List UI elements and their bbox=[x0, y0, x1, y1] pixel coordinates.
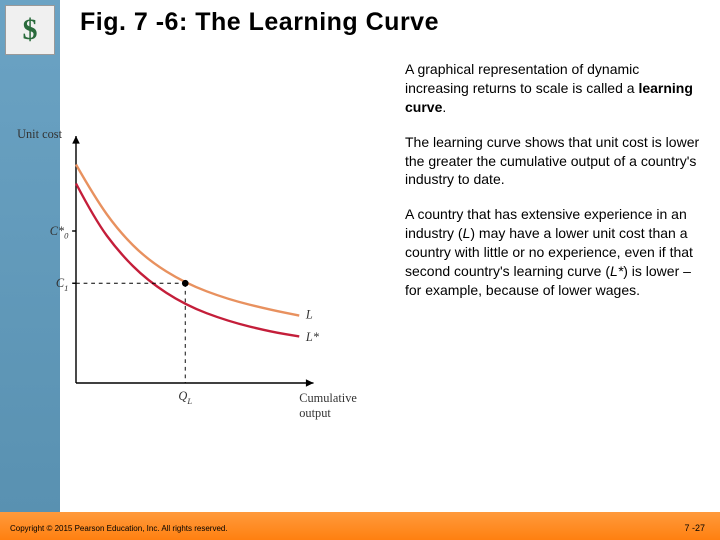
chart-svg: Unit cost Cumulativeoutput L L* C*0 C1 Q… bbox=[0, 60, 380, 440]
page-number: 7 -27 bbox=[684, 523, 705, 533]
svg-text:QL: QL bbox=[178, 389, 192, 406]
p3-d: L* bbox=[610, 263, 623, 279]
svg-text:C1: C1 bbox=[56, 276, 69, 293]
learning-curve-chart: Unit cost Cumulativeoutput L L* C*0 C1 Q… bbox=[0, 60, 380, 440]
svg-text:L: L bbox=[305, 307, 313, 321]
svg-text:L*: L* bbox=[305, 330, 320, 344]
svg-text:Unit cost: Unit cost bbox=[17, 127, 62, 141]
description-text: A graphical representation of dynamic in… bbox=[405, 60, 705, 316]
p1-text-c: . bbox=[442, 99, 446, 115]
paragraph-2: The learning curve shows that unit cost … bbox=[405, 133, 705, 190]
paragraph-1: A graphical representation of dynamic in… bbox=[405, 60, 705, 117]
page-title: Fig. 7 -6: The Learning Curve bbox=[80, 8, 439, 37]
p1-text-a: A graphical representation of dynamic in… bbox=[405, 61, 639, 96]
dollar-glyph: $ bbox=[23, 13, 38, 47]
paragraph-3: A country that has extensive experience … bbox=[405, 205, 705, 299]
copyright-text: Copyright © 2015 Pearson Education, Inc.… bbox=[10, 524, 228, 533]
dollar-icon: $ bbox=[5, 5, 55, 55]
svg-text:Cumulativeoutput: Cumulativeoutput bbox=[299, 391, 357, 420]
svg-text:C*0: C*0 bbox=[50, 224, 69, 241]
